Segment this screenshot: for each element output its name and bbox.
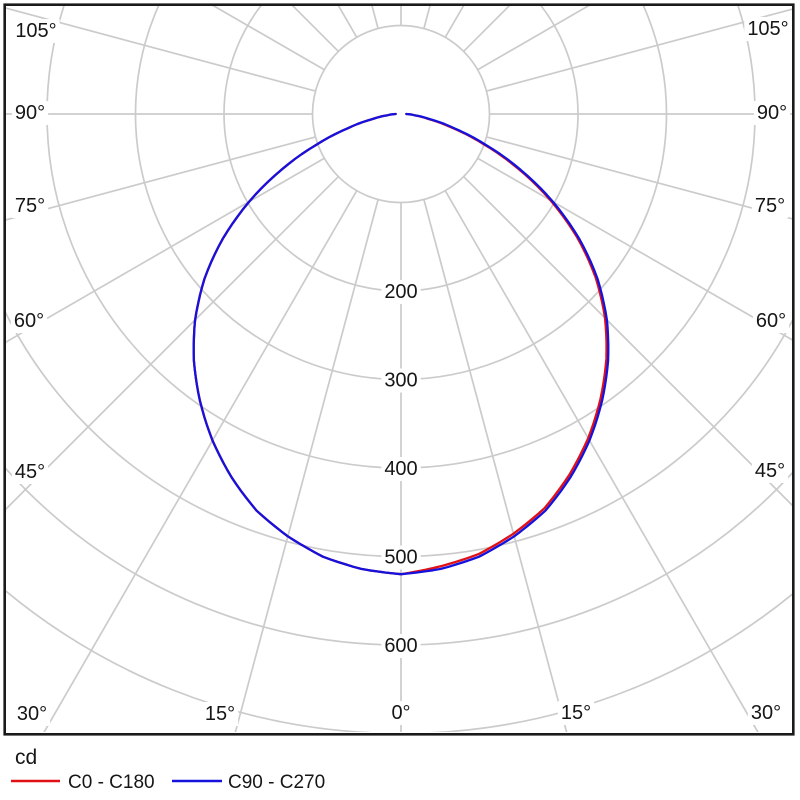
angle-tick-label-10: 45° (755, 460, 785, 482)
angle-tick-label-2-backing (11, 194, 49, 218)
angle-tick-label-6-backing (201, 702, 239, 726)
angle-tick-label-14-backing (744, 17, 792, 41)
radial-tick-label-200-backing (381, 280, 421, 304)
angle-tick-label-10-backing (751, 459, 789, 483)
angle-tick-label-5-backing (13, 702, 51, 726)
angle-tick-label-0: 105° (15, 20, 56, 42)
unit-label: cd (15, 746, 37, 769)
spoke-gridline-30-left (43, 190, 358, 732)
radial-tick-label-500: 500 (384, 547, 417, 569)
angle-tick-label-5: 30° (17, 703, 47, 725)
spoke-gridline-60-left (6, 157, 325, 344)
angle-tick-label-3: 60° (14, 310, 44, 332)
legend-item-label-1: C90 - C270 (228, 772, 325, 793)
angle-tick-label-4: 45° (15, 461, 45, 483)
angle-tick-label-13-backing (753, 101, 791, 125)
legend-item-label-0: C0 - C180 (68, 772, 155, 793)
legend: cd C0 - C180 C90 - C270 (11, 746, 325, 793)
radial-tick-label-300-backing (381, 368, 421, 393)
spoke-gridline-45-left (6, 175, 340, 511)
angle-tick-label-8: 15° (561, 702, 591, 724)
angle-tick-label-12: 75° (755, 195, 785, 217)
intensity-curves (192, 112, 610, 576)
angle-tick-label-1-backing (11, 101, 49, 125)
angle-tick-label-8-backing (557, 701, 595, 725)
angle-tick-label-0-backing (12, 19, 60, 43)
angle-tick-label-6: 15° (205, 703, 235, 725)
radial-tick-label-500-backing (381, 545, 421, 570)
radial-tick-label-600: 600 (384, 635, 417, 657)
angle-tick-label-11-backing (752, 309, 790, 333)
spoke-gridline-60-right (477, 157, 792, 341)
spoke-gridline-75-left (6, 136, 316, 221)
spoke-gridline-105-left (6, 7, 316, 92)
angle-tick-label-11: 60° (756, 310, 786, 332)
angle-tick-label-9-backing (747, 701, 785, 725)
angle-tick-label-7: 0° (391, 702, 410, 724)
spoke-gridline-75-right (486, 136, 792, 220)
radial-tick-label-300: 300 (384, 370, 417, 392)
angle-tick-label-4-backing (11, 460, 49, 484)
spoke-gridline-30-right (444, 190, 759, 732)
spoke-gridline-105-right (486, 8, 792, 92)
series-curve-c0-c180 (192, 112, 608, 576)
radial-tick-label-600-backing (381, 634, 421, 658)
angle-tick-label-12-backing (751, 194, 789, 218)
spoke-gridline-15-left (234, 199, 379, 732)
series-curve-c90-c270 (192, 112, 610, 576)
ring-gridline-100 (311, 24, 491, 204)
plot-border (3, 3, 795, 736)
angle-tick-label-1: 90° (15, 102, 45, 124)
spoke-gridline-45-right (462, 175, 792, 507)
radial-tick-label-200: 200 (384, 281, 417, 303)
angle-tick-label-13: 90° (757, 102, 787, 124)
radial-tick-label-400-backing (381, 457, 421, 481)
radial-tick-label-400: 400 (384, 458, 417, 480)
angle-tick-label-3-backing (10, 309, 48, 333)
angle-tick-label-9: 30° (751, 702, 781, 724)
ring-gridline-700 (6, 589, 792, 732)
spoke-gridline-15-right (423, 199, 568, 732)
angle-tick-label-14: 105° (747, 18, 788, 40)
axis-tick-labels: 105° 90° 75° 60° 45° 30° 15° 0° 15° 30° 45° 60° 75° 9… (10, 17, 792, 726)
angle-tick-label-2: 75° (15, 195, 45, 217)
angle-tick-label-7-backing (388, 701, 414, 725)
